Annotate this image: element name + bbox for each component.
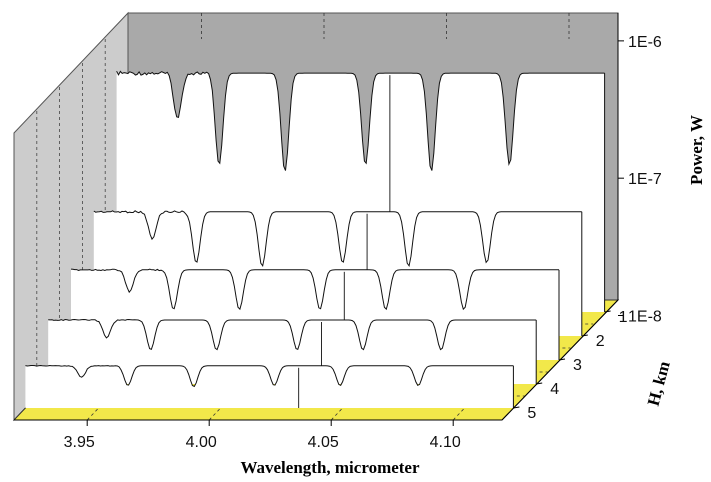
- x-tick-label: 3.95: [64, 434, 95, 451]
- x-tick-label: 4.00: [186, 434, 217, 451]
- series-5: [25, 364, 514, 408]
- z-tick-label: 1E-8: [628, 308, 662, 325]
- z-tick-label: 1E-7: [628, 171, 662, 188]
- x-tick-label: 4.05: [308, 434, 339, 451]
- depth-tick-label: 1: [619, 309, 628, 326]
- depth-tick: [558, 358, 566, 361]
- series-2-line: [93, 210, 582, 268]
- x-axis-title: Wavelength, micrometer: [240, 458, 420, 477]
- series-5-line: [25, 364, 514, 388]
- z-axis-title: Power, W: [687, 115, 706, 185]
- depth-tick-label: 4: [550, 381, 559, 398]
- depth-tick: [536, 382, 543, 385]
- wall-grid: [36, 13, 570, 396]
- series-layer: [25, 70, 606, 408]
- series-3-line: [70, 268, 559, 311]
- depth-tick-label: 3: [573, 357, 582, 374]
- series-1-line: [116, 70, 605, 171]
- depth-tick-label: 2: [596, 333, 605, 350]
- depth-axis-title: H, km: [644, 359, 674, 408]
- z-tick-label: 1E-6: [628, 34, 662, 51]
- x-tick-label: 4.10: [430, 434, 461, 451]
- series-4-line: [48, 318, 537, 351]
- depth-tick: [581, 334, 588, 337]
- depth-tick-label: 5: [527, 405, 536, 422]
- depth-tick: [513, 406, 520, 409]
- depth-tick: [604, 310, 611, 313]
- series-5-panel: [25, 365, 514, 408]
- axes-layer: [14, 13, 624, 426]
